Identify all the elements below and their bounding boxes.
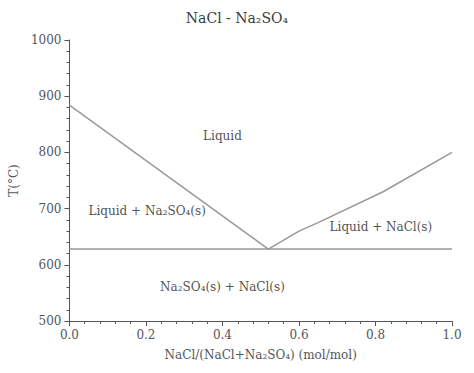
svg-text:900: 900	[39, 89, 62, 103]
svg-text:600: 600	[39, 258, 62, 272]
svg-text:Na₂SO₄(s) + NaCl(s): Na₂SO₄(s) + NaCl(s)	[160, 280, 285, 294]
svg-text:500: 500	[39, 314, 62, 328]
svg-text:NaCl - Na₂SO₄: NaCl - Na₂SO₄	[186, 10, 289, 26]
svg-text:T(°C): T(°C)	[7, 164, 21, 197]
svg-text:0.2: 0.2	[136, 328, 155, 342]
svg-text:0.8: 0.8	[366, 328, 385, 342]
svg-text:Liquid + NaCl(s): Liquid + NaCl(s)	[330, 220, 433, 234]
svg-text:800: 800	[39, 145, 62, 159]
svg-text:0.4: 0.4	[213, 328, 232, 342]
svg-text:700: 700	[39, 202, 62, 216]
svg-text:1000: 1000	[31, 33, 62, 47]
svg-text:0.0: 0.0	[60, 328, 79, 342]
svg-text:Liquid + Na₂SO₄(s): Liquid + Na₂SO₄(s)	[89, 204, 206, 218]
svg-text:0.6: 0.6	[289, 328, 308, 342]
svg-text:NaCl/(NaCl+Na₂SO₄) (mol/mol): NaCl/(NaCl+Na₂SO₄) (mol/mol)	[165, 348, 357, 362]
svg-text:1.0: 1.0	[442, 328, 461, 342]
svg-text:Liquid: Liquid	[203, 129, 242, 143]
